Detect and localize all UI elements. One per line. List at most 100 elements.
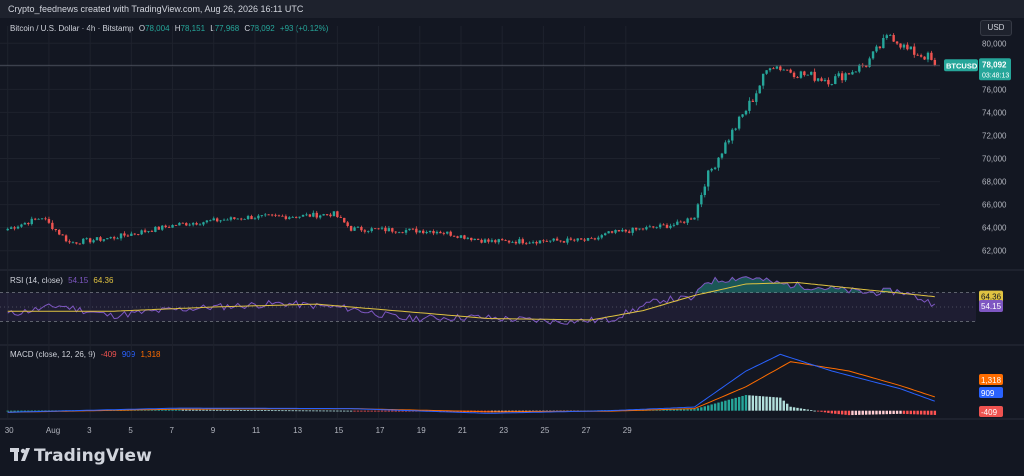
candle — [882, 38, 885, 49]
candle — [298, 216, 301, 218]
candle — [476, 238, 480, 240]
candle — [902, 44, 906, 48]
symbol-tag-text: BTCUSD — [946, 61, 978, 70]
candle — [119, 233, 123, 239]
candle — [356, 226, 360, 228]
candle — [13, 227, 16, 229]
currency-button[interactable]: USD — [980, 20, 1012, 36]
candle — [679, 221, 682, 223]
candle — [731, 129, 734, 141]
candle — [789, 69, 792, 73]
candle — [658, 224, 662, 228]
candle — [779, 66, 782, 71]
candle — [878, 46, 882, 49]
candle — [864, 65, 868, 67]
macd-signal-tag — [979, 374, 1003, 385]
candle — [387, 228, 391, 232]
low-label: L — [210, 24, 215, 33]
macd-histogram-bar — [384, 410, 387, 412]
macd-histogram-bar — [810, 410, 813, 411]
chart-caption: Crypto_feednews created with TradingView… — [8, 4, 304, 14]
candle — [188, 224, 191, 226]
symbol-name[interactable]: Bitcoin / U.S. Dollar · 4h · Bitstamp — [10, 24, 134, 33]
candle — [157, 226, 161, 230]
close-label: C — [244, 24, 251, 33]
macd-histogram-bar — [895, 410, 899, 414]
candle — [291, 217, 294, 218]
macd-histogram-bar — [864, 410, 868, 415]
candle — [765, 70, 768, 74]
macd-histogram-bar — [813, 410, 816, 412]
macd-histogram-bar — [253, 410, 257, 411]
symbol-tag — [944, 59, 978, 72]
candle — [748, 100, 751, 111]
macd-title[interactable]: MACD (close, 12, 26, 9) — [10, 350, 96, 359]
candle — [267, 214, 270, 216]
high-value: 78,151 — [180, 24, 206, 33]
candle — [439, 231, 442, 234]
candle — [408, 228, 411, 231]
price-chart[interactable]: 80,00078,00076,00074,00072,00070,00068,0… — [0, 18, 1024, 438]
macd-histogram-bar — [755, 395, 758, 411]
footer: TradingView — [0, 438, 1024, 476]
macd-histogram-bar — [720, 401, 724, 411]
candle — [446, 231, 449, 234]
time-tick-label: 29 — [623, 426, 632, 435]
macd-histogram-bar — [868, 410, 871, 415]
candle — [909, 46, 913, 50]
candle — [432, 231, 435, 234]
candle — [782, 69, 785, 71]
candle — [346, 222, 349, 226]
candle — [58, 229, 61, 235]
candle — [892, 34, 895, 42]
candle — [27, 223, 30, 225]
candle — [593, 238, 597, 240]
candle — [123, 233, 126, 236]
macd-histogram-bar — [356, 410, 360, 412]
time-tick-label: Aug — [46, 426, 60, 435]
candle — [758, 85, 761, 94]
candle — [590, 237, 593, 239]
candle — [562, 241, 566, 243]
candle — [174, 225, 178, 226]
macd-histogram-bar — [744, 395, 748, 411]
candle — [597, 237, 600, 240]
macd-histogram-bar — [264, 410, 267, 411]
macd-histogram-bar — [693, 409, 696, 411]
time-tick-label: 13 — [293, 426, 302, 435]
candle — [380, 227, 384, 229]
candle — [281, 215, 284, 217]
candle — [696, 204, 700, 218]
rsi-title[interactable]: RSI (14, close) — [10, 276, 63, 285]
candle — [6, 228, 9, 231]
macd-histogram-bar — [30, 410, 33, 412]
macd-histogram-bar — [325, 410, 329, 412]
candle — [246, 216, 250, 220]
candle — [277, 215, 281, 217]
candle — [178, 222, 181, 226]
candle — [761, 73, 765, 86]
candle — [785, 69, 789, 71]
macd-histogram-bar — [291, 410, 294, 412]
macd-histogram-bar — [185, 409, 188, 411]
macd-histogram-bar — [209, 409, 212, 411]
macd-histogram-bar — [926, 410, 930, 415]
macd-histogram-bar — [301, 410, 305, 412]
macd-tag — [979, 387, 1003, 398]
macd-histogram-bar — [727, 399, 731, 411]
open-label: O — [138, 24, 146, 33]
candle — [652, 226, 655, 228]
candle — [394, 231, 397, 233]
candle — [662, 224, 665, 226]
candle — [586, 237, 590, 241]
macd-histogram-bar — [875, 410, 878, 415]
candle — [737, 116, 741, 129]
candle — [672, 224, 676, 226]
macd-histogram-bar — [147, 409, 150, 411]
macd-histogram-bar — [332, 410, 336, 412]
macd-histogram-bar — [195, 409, 198, 411]
macd-histogram-bar — [892, 410, 895, 414]
candle — [301, 214, 305, 217]
candle — [391, 228, 394, 232]
candle — [367, 231, 370, 232]
